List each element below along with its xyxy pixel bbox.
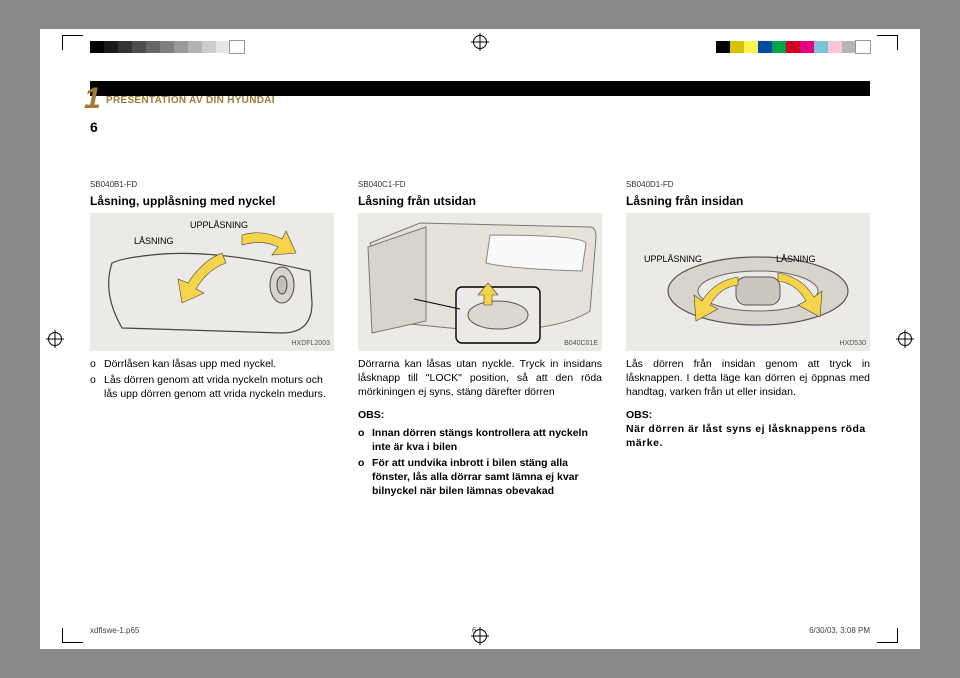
section-title: Låsning, upplåsning med nyckel [90, 193, 334, 209]
figure-inside-lock: UPPLÅSNING LÅSNING HXD530 [626, 213, 870, 351]
section-code: SB040D1-FD [626, 180, 870, 191]
obs-body: När dörren är låst syns ej låsknappens r… [626, 422, 870, 450]
door-handle-key-illustration [90, 213, 334, 351]
print-footer: xdflswe-1.p65 6 6/30/03, 3:08 PM [90, 626, 870, 635]
footer-page: 6 [472, 626, 476, 635]
list-item: oDörrlåsen kan låsas upp med nyckel. [90, 357, 334, 371]
print-color-bars [40, 41, 920, 53]
header-band [90, 81, 870, 96]
chapter-number: 1 [84, 84, 101, 114]
list-item-text: Dörrlåsen kan låsas upp med nyckel. [104, 357, 276, 371]
figure-caption: HXD530 [840, 339, 866, 348]
obs-list: oInnan dörren stängs kontrollera att nyc… [358, 426, 602, 499]
fig-label-unlock: UPPLÅSNING [190, 219, 248, 231]
car-door-open-illustration [358, 213, 602, 351]
figure-caption: HXDFL2003 [291, 339, 330, 348]
body-text: Dörrarna kan låsas utan nyckle. Tryck in… [358, 357, 602, 400]
section-title: Låsning från utsidan [358, 193, 602, 209]
body-text: Lås dörren från insidan genom att tryck … [626, 357, 870, 400]
list-item: oLås dörren genom att vrida nyckeln motu… [90, 373, 334, 401]
obs-heading: OBS: [626, 408, 870, 422]
column-3: SB040D1-FD Låsning från insidan UPPLÅSNI… [626, 180, 870, 507]
footer-timestamp: 6/30/03, 3:08 PM [809, 626, 870, 635]
list-item-text: Lås dörren genom att vrida nyckeln motur… [104, 373, 334, 401]
chapter-title: PRESENTATION AV DIN HYUNDAI [106, 95, 275, 106]
fig-label-lock: LÅSNING [776, 253, 816, 265]
list-item-text: Innan dörren stängs kontrollera att nyck… [372, 426, 602, 454]
fig-label-lock: LÅSNING [134, 235, 174, 247]
section-code: SB040B1-FD [90, 180, 334, 191]
footer-filename: xdflswe-1.p65 [90, 626, 139, 635]
figure-outside-lock: B040C01E [358, 213, 602, 351]
crop-mark-br [877, 628, 898, 643]
registration-mark-right [896, 330, 914, 348]
color-swatch-bar [716, 41, 870, 53]
page-number: 6 [90, 119, 98, 135]
registration-mark-left [46, 330, 64, 348]
column-2: SB040C1-FD Låsning från utsidan B040C01E… [358, 180, 602, 507]
obs-heading: OBS: [358, 408, 602, 422]
column-1: SB040B1-FD Låsning, upplåsning med nycke… [90, 180, 334, 507]
grayscale-swatch-bar [90, 41, 244, 53]
list-item: oInnan dörren stängs kontrollera att nyc… [358, 426, 602, 454]
figure-key-lock: UPPLÅSNING LÅSNING HXDFL2003 [90, 213, 334, 351]
inside-door-handle-illustration [626, 213, 870, 351]
crop-mark-bl [62, 628, 83, 643]
content-columns: SB040B1-FD Låsning, upplåsning med nycke… [90, 180, 870, 507]
bullet-list: oDörrlåsen kan låsas upp med nyckel. oLå… [90, 357, 334, 402]
section-code: SB040C1-FD [358, 180, 602, 191]
figure-caption: B040C01E [564, 339, 598, 348]
list-item: oFör att undvika inbrott i bilen stäng a… [358, 456, 602, 499]
fig-label-unlock: UPPLÅSNING [644, 253, 702, 265]
list-item-text: För att undvika inbrott i bilen stäng al… [372, 456, 602, 499]
section-title: Låsning från insidan [626, 193, 870, 209]
manual-page: 1 PRESENTATION AV DIN HYUNDAI 6 carmanua… [40, 29, 920, 649]
